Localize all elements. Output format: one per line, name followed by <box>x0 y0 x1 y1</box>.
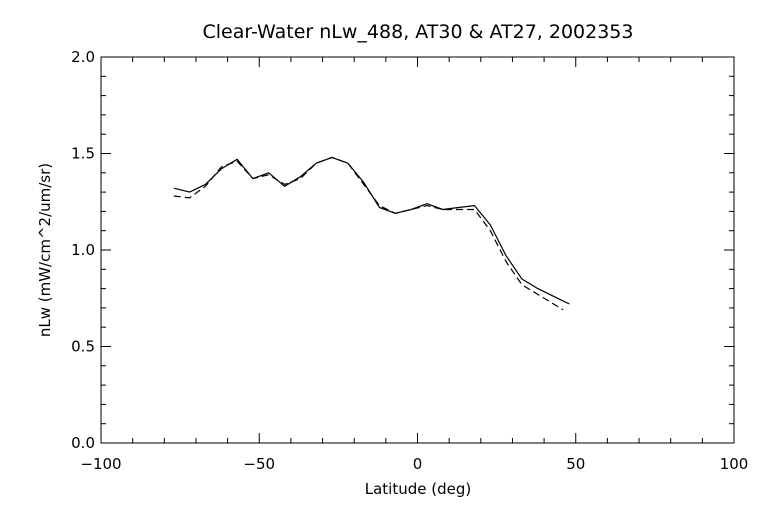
x-tick-label: 50 <box>566 455 585 473</box>
series-line-dashed <box>173 156 564 311</box>
axis-tick-labels: −100 −50 0 50 100 0.0 0.5 1.0 1.5 2.0 <box>71 48 748 473</box>
x-tick-label: −50 <box>243 455 275 473</box>
x-axis-label: Latitude (deg) <box>365 480 471 498</box>
y-tick-label: 2.0 <box>71 48 95 66</box>
y-tick-label: 1.0 <box>71 241 95 259</box>
y-tick-label: 0.0 <box>71 434 95 452</box>
y-tick-label: 0.5 <box>71 338 95 356</box>
x-tick-label: 100 <box>720 455 749 473</box>
x-tick-label: 0 <box>413 455 423 473</box>
y-axis-label: nLw (mW/cm^2/um/sr) <box>36 163 54 337</box>
chart-title: Clear-Water nLw_488, AT30 & AT27, 200235… <box>203 21 634 43</box>
axis-ticks <box>100 56 735 444</box>
x-tick-label: −100 <box>80 455 121 473</box>
y-tick-label: 1.5 <box>71 145 95 163</box>
series-group <box>173 156 570 311</box>
